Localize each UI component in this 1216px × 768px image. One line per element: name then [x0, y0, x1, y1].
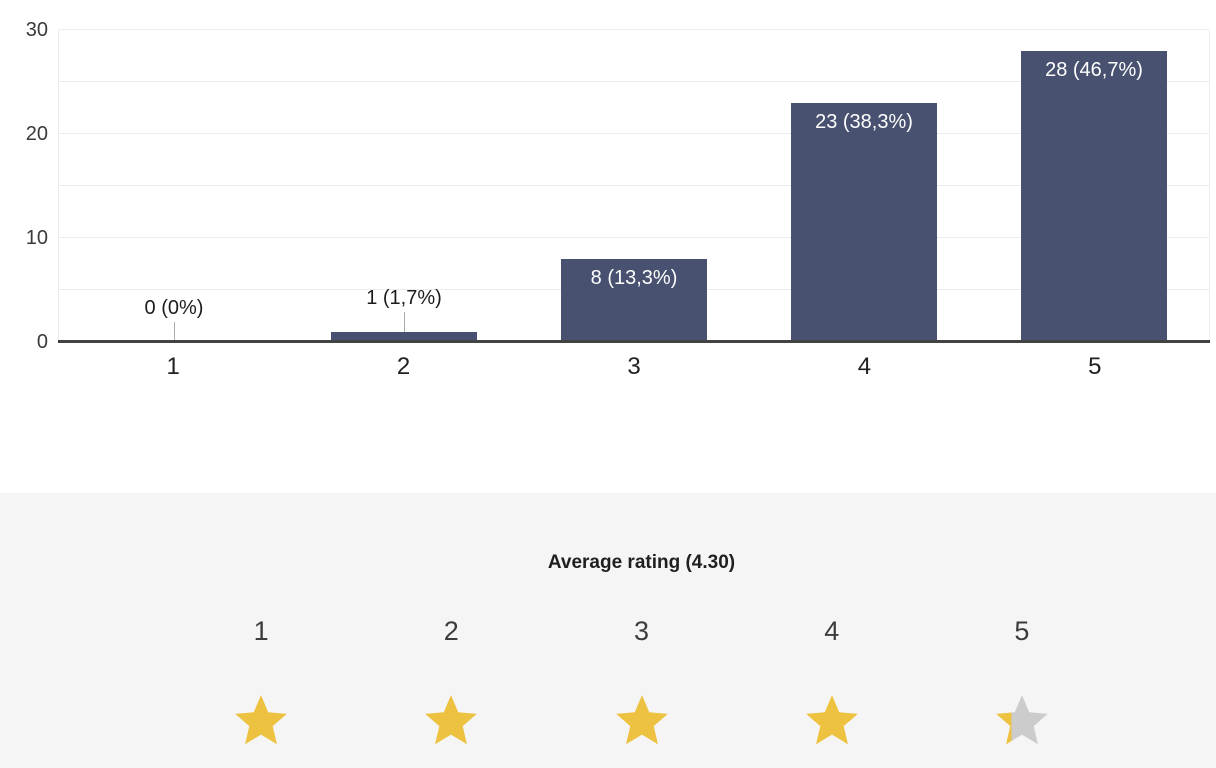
bar-column: 8 (13,3%): [519, 30, 749, 342]
bar-column: 0 (0%): [59, 30, 289, 342]
average-rating-panel: Average rating (4.30) 1 2 3 4 5: [0, 493, 1216, 768]
gridline: [59, 237, 1209, 238]
bar-value-label: 0 (0%): [144, 297, 204, 319]
bar-value-label: 1 (1,7%): [366, 286, 442, 309]
x-axis-tick-label: 1: [166, 353, 180, 380]
x-axis-tick-label: 3: [627, 353, 641, 380]
gridline: [59, 29, 1209, 30]
bar: 28 (46,7%): [1021, 50, 1167, 342]
rating-stars-row: [166, 690, 1117, 752]
partial-star-icon: [927, 690, 1117, 752]
gridline: [59, 81, 1209, 82]
star-icon: [546, 690, 736, 752]
x-axis-tick-label: 2: [396, 353, 411, 380]
rating-scale-number: 3: [633, 616, 650, 646]
bars-container: 0 (0%) 1 (1,7%) 8 (13,3%) 23 (38,3%) 28 (46,…: [59, 30, 1209, 342]
bar-value-label: 23 (38,3%): [815, 110, 913, 133]
average-rating-title: Average rating (4.30): [547, 552, 736, 573]
rating-distribution-chart: 0 (0%) 1 (1,7%) 8 (13,3%) 23 (38,3%) 28 (46,…: [25, 19, 1210, 382]
y-axis-tick-label: 0: [36, 331, 48, 353]
y-axis-tick-label: 10: [25, 227, 48, 249]
rating-scale-number: 4: [824, 616, 840, 646]
gridline: [59, 185, 1209, 186]
y-axis-tick-label: 30: [25, 19, 48, 41]
bar-value-label: 8 (13,3%): [590, 266, 678, 289]
rating-scale-number: 5: [1014, 616, 1030, 646]
bar-column: 23 (38,3%): [749, 30, 979, 342]
bar-column: 1 (1,7%): [289, 30, 519, 342]
bar: 8 (13,3%): [561, 258, 707, 342]
bar-value-label: 28 (46,7%): [1045, 58, 1143, 81]
rating-scale-numbers: 1 2 3 4 5: [166, 615, 1117, 647]
gridline: [59, 133, 1209, 134]
rating-scale-number: 1: [253, 616, 269, 646]
y-axis-tick-label: 20: [25, 123, 48, 145]
rating-scale-number: 2: [443, 616, 459, 646]
plot-area: 0 (0%) 1 (1,7%) 8 (13,3%) 23 (38,3%) 28 (46,…: [58, 29, 1210, 343]
label-leader-line: [403, 311, 405, 332]
bar: 23 (38,3%): [791, 102, 937, 342]
x-axis-tick-label: 4: [857, 353, 872, 380]
bar: [331, 331, 477, 342]
star-icon: [737, 690, 927, 752]
star-icon: [356, 690, 546, 752]
star-icon: [166, 690, 356, 752]
rating-panel-inner: Average rating (4.30) 1 2 3 4 5: [166, 551, 1117, 752]
x-axis-line: [58, 340, 1210, 343]
x-axis-tick-label: 5: [1088, 353, 1102, 380]
bar-column: 28 (46,7%): [979, 30, 1209, 342]
label-leader-line: [173, 322, 175, 342]
x-axis-labels: 1 2 3 4 5: [58, 352, 1210, 382]
